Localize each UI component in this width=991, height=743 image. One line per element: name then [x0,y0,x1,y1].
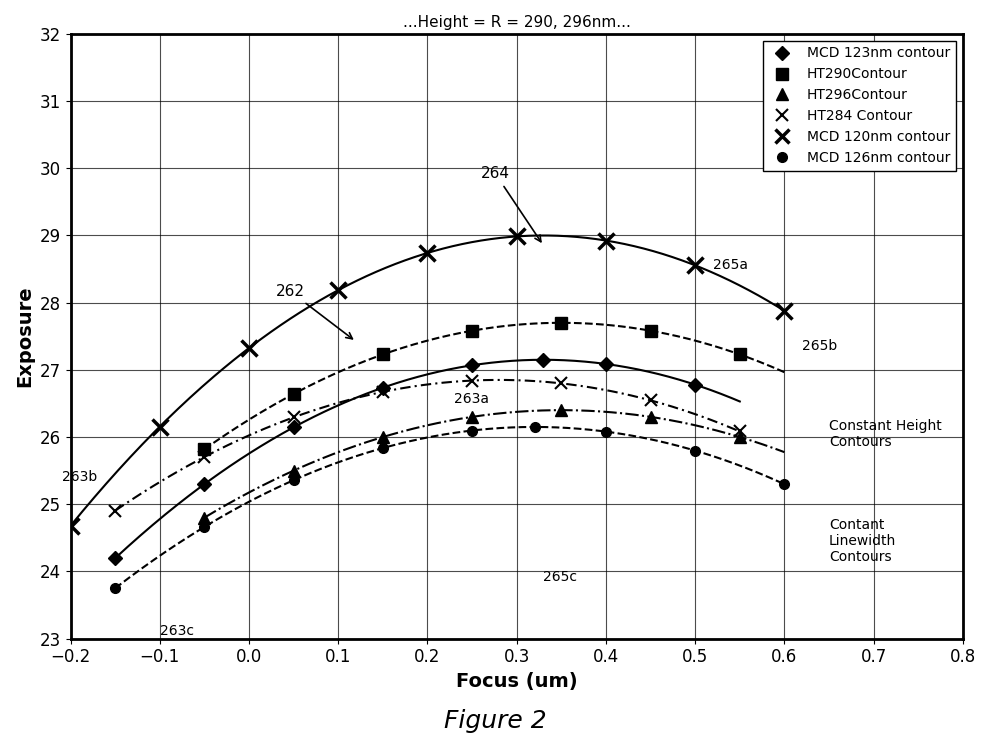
HT296Contour [198,513,210,522]
Text: Figure 2: Figure 2 [444,709,547,733]
HT284 Contour [734,427,746,436]
Line: MCD 120nm contour: MCD 120nm contour [62,228,793,534]
Text: 262: 262 [275,284,353,339]
HT296Contour [287,466,299,475]
Line: MCD 123nm contour: MCD 123nm contour [110,355,700,563]
Line: HT296Contour: HT296Contour [199,405,745,523]
MCD 120nm contour [421,248,433,257]
MCD 126nm contour [689,446,701,455]
MCD 123nm contour [689,380,701,389]
HT296Contour [555,406,567,415]
HT296Contour [734,432,746,441]
Line: HT290Contour: HT290Contour [199,317,745,455]
MCD 126nm contour [779,480,791,489]
MCD 126nm contour [377,444,388,452]
HT290Contour [644,326,656,335]
HT290Contour [287,389,299,398]
MCD 123nm contour [287,423,299,432]
HT290Contour [734,350,746,359]
HT290Contour [198,445,210,454]
Y-axis label: Exposure: Exposure [15,285,34,387]
MCD 126nm contour [528,423,540,432]
MCD 120nm contour [600,236,611,245]
MCD 126nm contour [466,426,478,435]
Text: 265b: 265b [803,339,837,353]
MCD 126nm contour [109,584,121,593]
Legend: MCD 123nm contour, HT290Contour, HT296Contour, HT284 Contour, MCD 120nm contour,: MCD 123nm contour, HT290Contour, HT296Co… [762,41,956,171]
MCD 123nm contour [466,361,478,370]
MCD 120nm contour [689,261,701,270]
MCD 120nm contour [64,522,76,531]
HT290Contour [466,326,478,335]
HT284 Contour [109,506,121,515]
MCD 126nm contour [600,427,611,436]
Text: 263a: 263a [454,392,490,406]
Text: Constant Height
Contours: Constant Height Contours [829,418,941,449]
HT284 Contour [377,387,388,396]
MCD 123nm contour [537,355,549,364]
HT290Contour [555,318,567,327]
MCD 123nm contour [600,360,611,369]
Text: 263c: 263c [160,624,194,638]
MCD 123nm contour [377,383,388,392]
Text: 264: 264 [481,166,541,241]
HT296Contour [466,412,478,421]
HT296Contour [377,432,388,441]
Text: 263b: 263b [61,470,97,484]
MCD 120nm contour [332,286,344,295]
Text: 265c: 265c [543,571,578,585]
Text: Contant
Linewidth
Contours: Contant Linewidth Contours [829,518,896,565]
MCD 120nm contour [154,422,165,431]
HT290Contour [377,350,388,359]
Line: HT284 Contour: HT284 Contour [110,375,745,516]
HT284 Contour [287,413,299,422]
MCD 120nm contour [243,343,255,352]
MCD 120nm contour [779,306,791,315]
X-axis label: Focus (um): Focus (um) [456,672,578,691]
HT296Contour [644,412,656,421]
Text: 265a: 265a [713,258,748,272]
Line: MCD 126nm contour: MCD 126nm contour [110,422,789,593]
HT284 Contour [644,396,656,405]
MCD 120nm contour [510,232,522,241]
MCD 123nm contour [198,480,210,489]
HT284 Contour [555,379,567,388]
MCD 126nm contour [287,476,299,484]
HT284 Contour [466,376,478,385]
MCD 126nm contour [198,522,210,531]
Title: ...Height = R = 290, 296nm...: ...Height = R = 290, 296nm... [402,15,630,30]
HT284 Contour [198,452,210,461]
MCD 123nm contour [109,554,121,562]
